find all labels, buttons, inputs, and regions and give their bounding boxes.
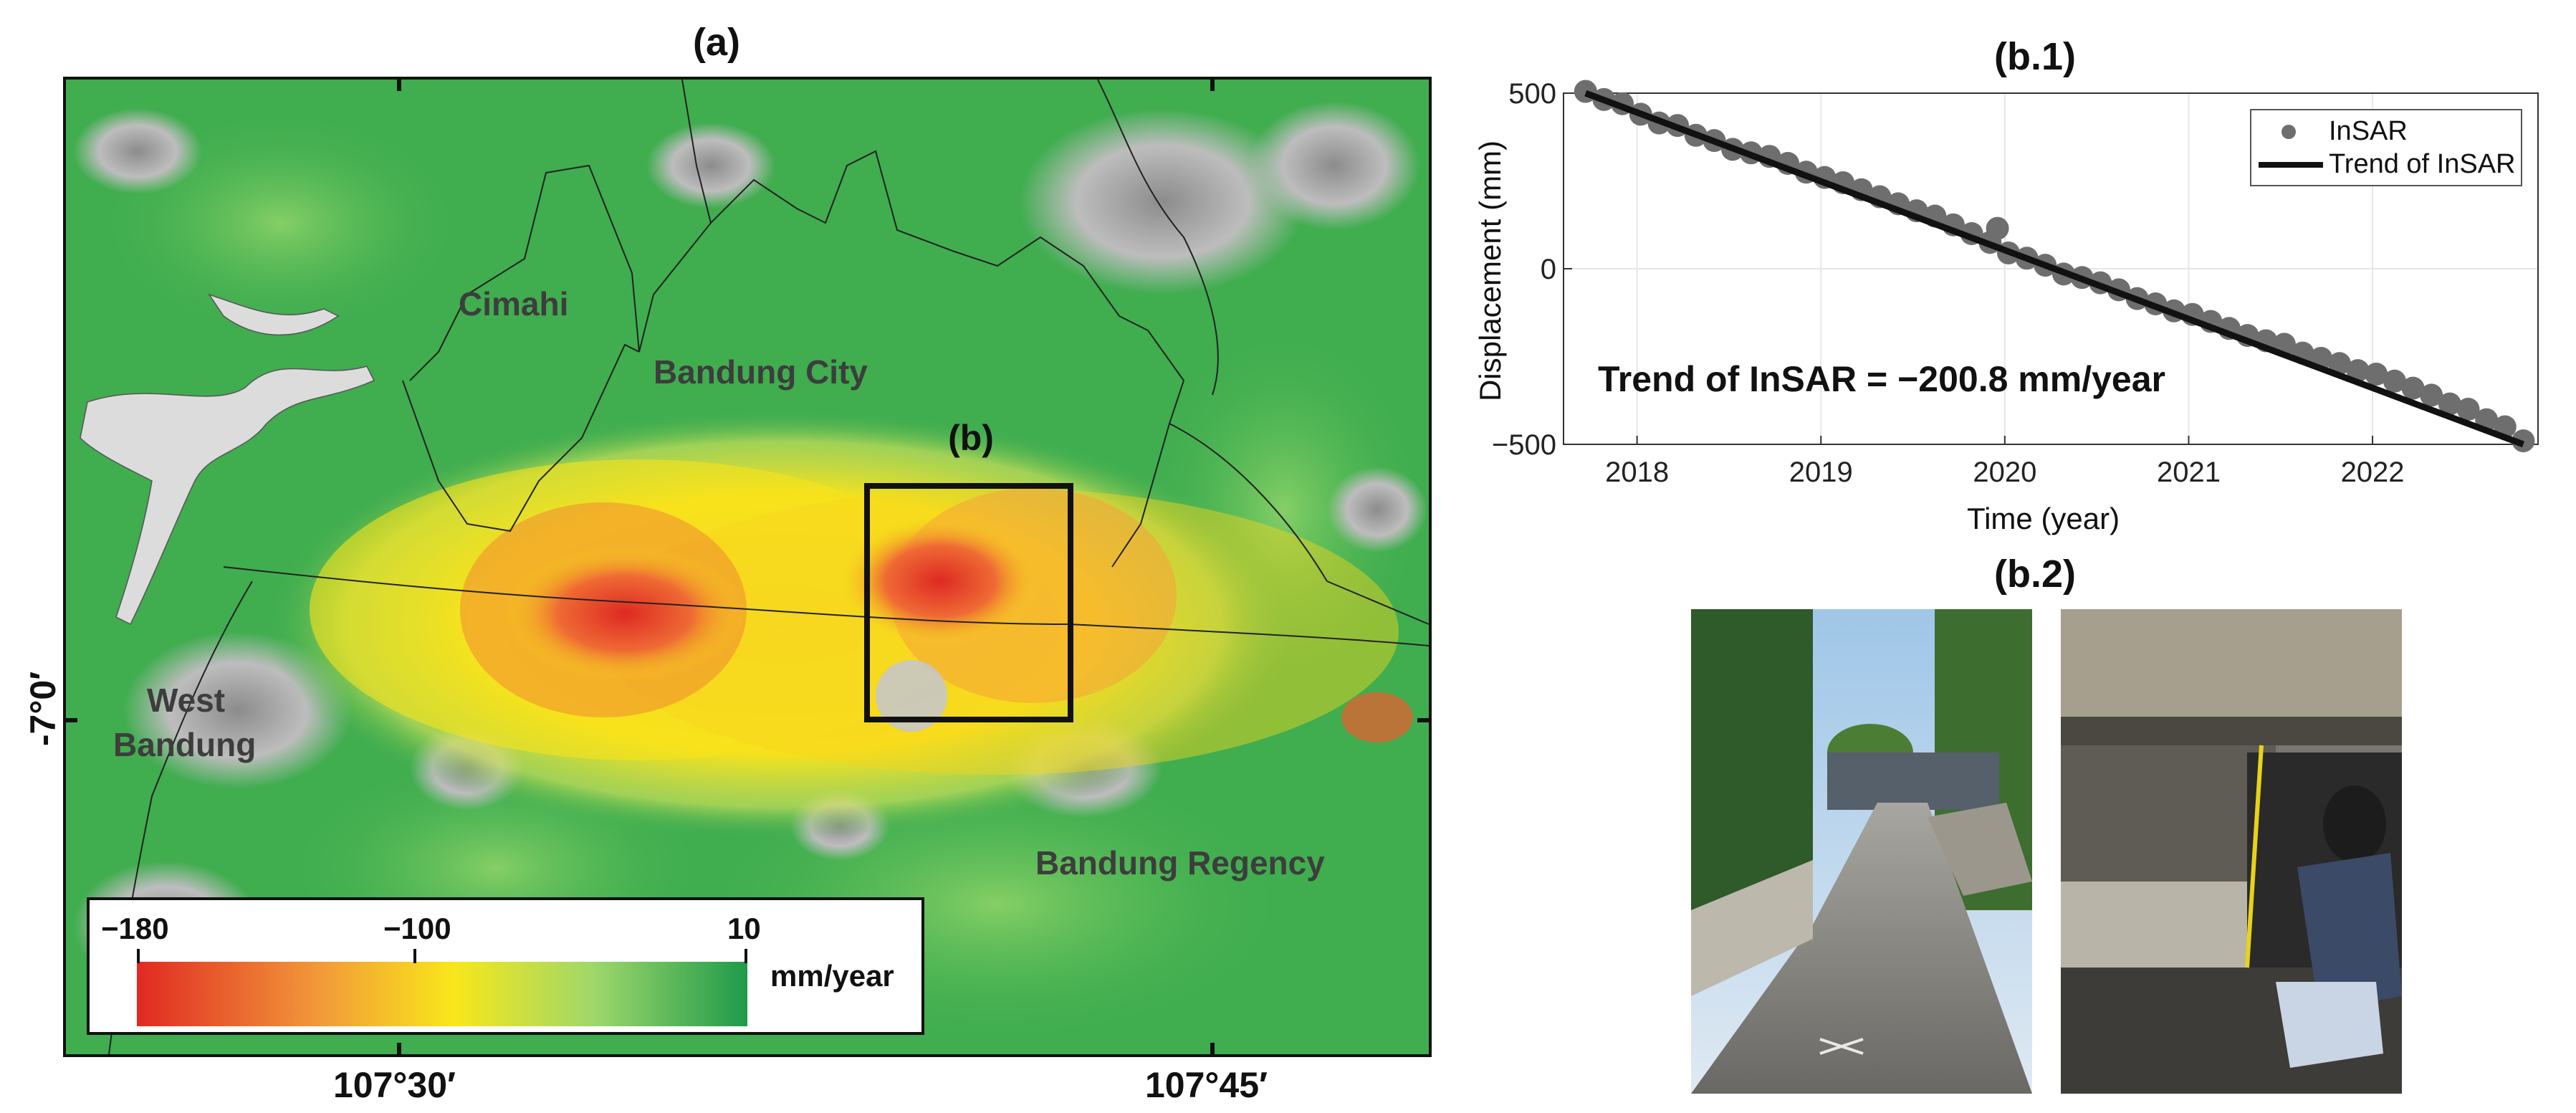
- y-axis-label: Displacement (mm): [1473, 140, 1507, 402]
- x-tick-label: 2018: [1605, 457, 1669, 488]
- insar-point: [2512, 429, 2535, 453]
- x-tick-label: 2020: [1973, 457, 2036, 488]
- hotspot-east: [840, 517, 1040, 646]
- study-area-box: [864, 483, 1073, 722]
- label-west-bandung-2: Bandung: [113, 726, 257, 763]
- label-cimahi: Cimahi: [459, 285, 569, 323]
- measurement-photo: [2061, 609, 2402, 1094]
- y-tick-label: 500: [1508, 78, 1556, 110]
- colorbar-tick-max: 10: [727, 912, 761, 945]
- bridge-photo: [1691, 609, 2032, 1094]
- legend-insar-marker: [2281, 125, 2296, 139]
- cimahi-boundary: [402, 343, 640, 532]
- chart-legend: InSAR Trend of InSAR: [2250, 109, 2522, 186]
- x-tick-label: 2019: [1789, 457, 1853, 488]
- trend-line: [1584, 90, 2525, 448]
- insar-point: [2456, 398, 2480, 421]
- label-bandung-city: Bandung City: [653, 353, 868, 391]
- longitude-label-2: 107°45′: [1145, 1065, 1268, 1105]
- trend-annotation: Trend of InSAR = −200.8 mm/year: [1598, 359, 2165, 399]
- insar-point: [2438, 392, 2461, 416]
- x-tick-label: 2021: [2157, 457, 2221, 488]
- legend-insar-label: InSAR: [2329, 116, 2408, 146]
- colorbar-tick-mid: −100: [383, 912, 451, 945]
- insar-point: [2346, 359, 2370, 383]
- bandung-city-boundary: [409, 150, 1185, 568]
- colorbar-unit: mm/year: [770, 959, 894, 993]
- label-inset-b: (b): [948, 418, 994, 458]
- insar-point: [2401, 376, 2425, 400]
- panel-b1-label: (b.1): [1994, 35, 2076, 78]
- insar-point: [2383, 369, 2406, 393]
- label-bandung-regency: Bandung Regency: [1035, 844, 1325, 882]
- colorbar-tick-min: −180: [101, 912, 169, 945]
- insar-point: [1986, 216, 2009, 240]
- y-tick-label: −500: [1492, 429, 1556, 461]
- panel-a-label: (a): [693, 21, 740, 64]
- displacement-chart: 2018 2019 2020 2021 2022 500 0 −500: [1492, 78, 2539, 488]
- insar-point: [2420, 383, 2443, 407]
- panel-b2-label: (b.2): [1994, 553, 2076, 596]
- hotspot-west: [503, 545, 747, 682]
- subsidence-map: [63, 77, 1432, 1057]
- latitude-label: -7°0′: [23, 671, 63, 747]
- y-tick-label: 0: [1541, 254, 1556, 285]
- legend-trend-line: [2259, 162, 2323, 168]
- x-tick-label: 2022: [2341, 457, 2405, 488]
- regency-boundary: [223, 566, 1429, 646]
- gray-area: [1019, 108, 1306, 295]
- legend-trend-label: Trend of InSAR: [2329, 149, 2516, 179]
- insar-point: [2327, 352, 2351, 376]
- insar-point: [2365, 363, 2388, 386]
- x-axis-label: Time (year): [1967, 502, 2120, 535]
- longitude-label-1: 107°30′: [333, 1065, 456, 1105]
- label-west-bandung-1: West: [147, 682, 226, 719]
- reservoir: [80, 366, 375, 626]
- map-canvas: [66, 80, 1429, 1054]
- colorbar-legend: −180 −100 10 mm/year: [87, 897, 924, 1035]
- colorbar-gradient: [137, 962, 747, 1026]
